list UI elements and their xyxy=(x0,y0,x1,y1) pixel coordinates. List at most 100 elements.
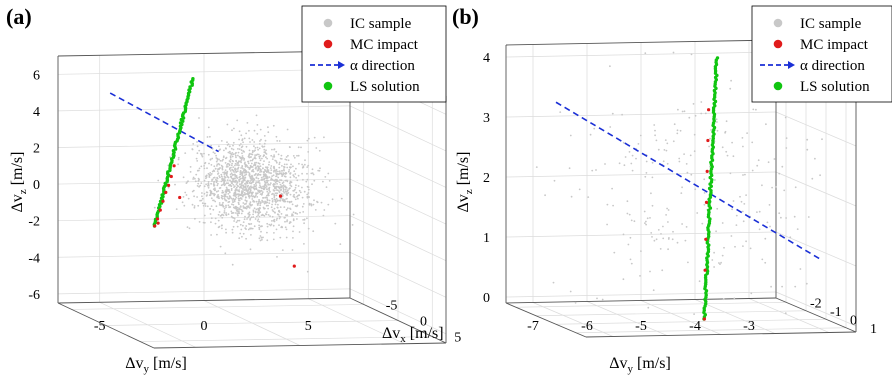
ic-sample-point xyxy=(303,218,306,221)
legend-entry: α direction xyxy=(350,58,415,74)
ic-sample-point xyxy=(254,164,257,167)
ic-sample-point xyxy=(232,177,235,180)
ic-sample-point xyxy=(269,183,271,186)
ic-sample-point xyxy=(205,183,208,186)
ic-sample-point xyxy=(225,204,227,207)
ic-sample-point xyxy=(264,152,267,155)
y-tick-label: -4 xyxy=(689,319,701,334)
ic-sample-point xyxy=(256,133,259,135)
ic-sample-point xyxy=(215,181,218,184)
ic-sample-point xyxy=(301,166,304,169)
ic-sample-point xyxy=(741,210,744,213)
z-axis-label: Δvz [m/s] xyxy=(9,152,29,213)
ic-sample-point xyxy=(649,270,651,273)
ic-sample-point xyxy=(260,230,262,233)
ic-sample-point xyxy=(245,237,248,240)
y-axis-label: Δvy [m/s] xyxy=(609,355,671,375)
ic-sample-point xyxy=(306,193,309,196)
ic-sample-point xyxy=(209,192,212,195)
ic-sample-point xyxy=(310,172,313,175)
ic-sample-point xyxy=(687,261,689,264)
ic-sample-point xyxy=(234,164,236,167)
ic-sample-point xyxy=(655,139,658,142)
ic-sample-point xyxy=(186,226,189,229)
ic-sample-point xyxy=(248,168,251,171)
ic-sample-point xyxy=(198,178,201,181)
ic-sample-point xyxy=(553,179,556,182)
ic-sample-point xyxy=(189,166,192,168)
ic-sample-point xyxy=(259,159,262,162)
ic-sample-point xyxy=(206,194,209,196)
ic-sample-point xyxy=(292,211,295,214)
ic-sample-point xyxy=(272,238,275,241)
ic-sample-point xyxy=(259,239,262,242)
ic-sample-point xyxy=(255,208,258,211)
ic-sample-point xyxy=(194,180,197,183)
grid-line xyxy=(71,304,364,310)
ic-sample-point xyxy=(259,185,262,188)
axis-edge xyxy=(505,302,587,338)
ic-sample-point xyxy=(258,166,260,169)
ic-sample-point xyxy=(212,208,215,211)
ic-sample-point xyxy=(688,116,691,119)
ic-sample-point xyxy=(236,219,239,222)
ic-sample-point xyxy=(289,180,292,183)
ic-sample-point xyxy=(228,145,231,148)
ic-sample-point xyxy=(234,189,237,192)
ic-sample-point xyxy=(644,222,646,225)
ic-sample-point xyxy=(296,154,298,157)
ic-sample-point xyxy=(237,214,239,217)
ic-sample-point xyxy=(312,173,315,176)
ic-sample-point xyxy=(232,225,235,228)
ic-sample-point xyxy=(237,197,240,200)
ic-sample-point xyxy=(249,141,251,143)
ic-sample-point xyxy=(200,165,203,168)
legend-entry: IC sample xyxy=(800,16,862,32)
ic-sample-point xyxy=(217,172,220,175)
ic-sample-point xyxy=(197,204,200,207)
ic-sample-point xyxy=(200,182,203,185)
ic-sample-point xyxy=(223,175,226,178)
ic-sample-point xyxy=(734,245,736,248)
ic-sample-point xyxy=(280,185,283,188)
ic-sample-point xyxy=(191,203,194,206)
ic-sample-point xyxy=(340,197,343,200)
ic-sample-point xyxy=(264,196,267,199)
ic-sample-point xyxy=(226,179,229,182)
legend-marker xyxy=(773,18,783,28)
ic-sample-point xyxy=(261,193,263,196)
ic-sample-point xyxy=(251,176,254,179)
ic-sample-point xyxy=(266,177,269,180)
ic-sample-point xyxy=(266,197,268,199)
ic-sample-point xyxy=(689,154,692,157)
ic-sample-point xyxy=(214,187,216,190)
ic-sample-point xyxy=(273,196,276,199)
ic-sample-point xyxy=(613,251,616,254)
ic-sample-point xyxy=(745,194,747,197)
ic-sample-point xyxy=(258,143,261,145)
ic-sample-point xyxy=(213,185,215,187)
ic-sample-point xyxy=(732,155,735,158)
ic-sample-point xyxy=(282,186,285,189)
y-axis-label: Δvy [m/s] xyxy=(125,355,187,375)
ic-sample-point xyxy=(213,199,215,202)
ic-sample-point xyxy=(261,178,263,181)
y-tick-label: 5 xyxy=(305,319,312,334)
ic-sample-point xyxy=(310,204,313,207)
ic-sample-point xyxy=(228,184,231,187)
ic-sample-point xyxy=(769,225,771,228)
ic-sample-point xyxy=(203,152,205,155)
ic-sample-point xyxy=(252,209,255,212)
ic-sample-point xyxy=(266,168,269,170)
ic-sample-point xyxy=(226,172,228,175)
ic-sample-point xyxy=(237,151,240,154)
ic-sample-point xyxy=(239,223,242,226)
ic-sample-point xyxy=(217,190,220,192)
ic-sample-point xyxy=(248,213,251,216)
ic-sample-point xyxy=(258,155,261,158)
ic-sample-point xyxy=(243,218,246,221)
ic-sample-point xyxy=(766,221,769,224)
ic-sample-point xyxy=(196,145,199,148)
ic-sample-point xyxy=(297,154,300,157)
ic-sample-point xyxy=(230,164,233,167)
